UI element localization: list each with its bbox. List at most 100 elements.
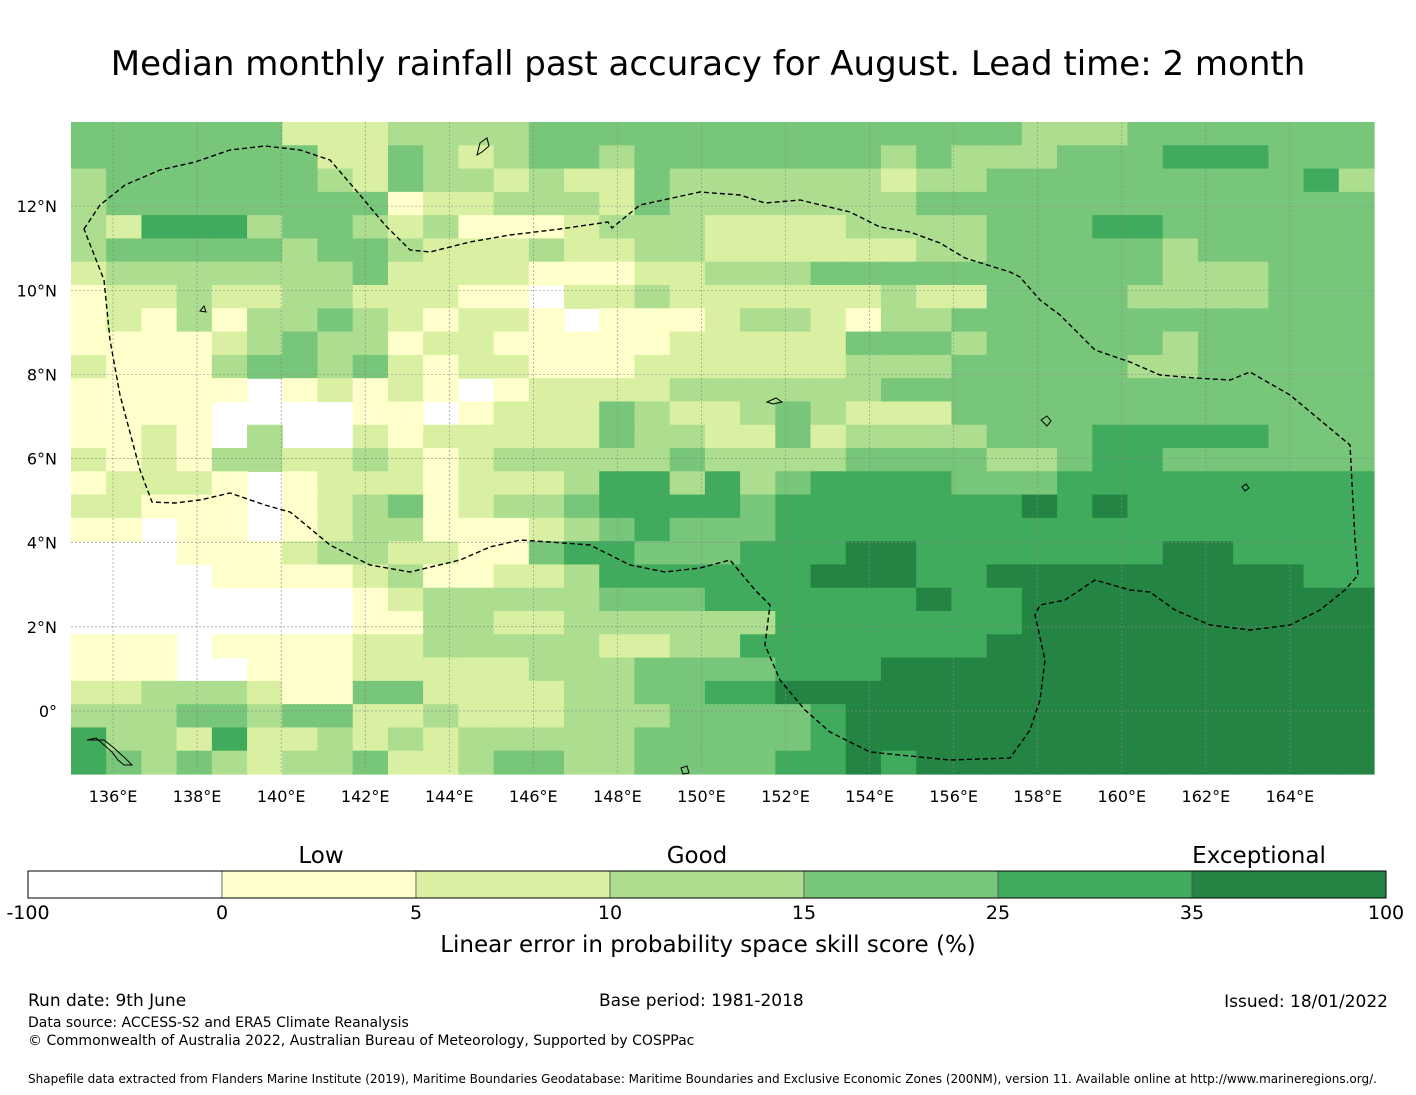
skill-cell — [176, 285, 213, 309]
skill-cell — [916, 401, 953, 426]
skill-cell — [528, 750, 565, 775]
skill-cell — [282, 727, 319, 752]
skill-cell — [845, 191, 882, 216]
skill-cell — [71, 657, 107, 682]
skill-cell — [1303, 657, 1340, 682]
longitude-tick-label: 142°E — [341, 787, 390, 806]
latitude-tick-labels: 12°N 10°N 8°N 6°N 4°N 2°N 0° — [17, 197, 57, 721]
skill-cell — [1197, 145, 1234, 170]
skill-cell — [1268, 680, 1305, 705]
skill-cell — [211, 378, 248, 403]
skill-cell — [528, 378, 565, 403]
skill-cell — [1233, 215, 1269, 240]
skill-cell — [704, 448, 741, 472]
skill-cell — [458, 727, 495, 752]
skill-cell — [493, 191, 530, 216]
skill-cell — [916, 261, 953, 286]
skill-cell — [704, 541, 741, 566]
skill-cell — [211, 122, 248, 146]
skill-cell — [528, 448, 565, 472]
skill-cell — [986, 517, 1023, 542]
skill-cell — [669, 191, 706, 216]
skill-cell — [528, 680, 565, 705]
skill-cell — [1127, 611, 1164, 635]
skill-cell — [493, 494, 530, 519]
skill-cell — [986, 331, 1023, 356]
skill-cell — [810, 191, 847, 216]
skill-cell — [493, 587, 530, 612]
skill-cell — [880, 238, 917, 263]
skill-cell — [810, 122, 847, 146]
skill-cell — [740, 215, 776, 240]
skill-cell — [1338, 517, 1375, 542]
skill-cell — [951, 587, 988, 612]
skill-cell — [352, 704, 389, 729]
skill-cell — [352, 424, 389, 449]
skill-cell — [1338, 541, 1375, 566]
skill-cell — [704, 145, 741, 170]
skill-cell — [141, 285, 178, 309]
skill-cell — [1057, 448, 1093, 472]
skill-cell — [704, 471, 741, 496]
skill-cell — [71, 471, 107, 496]
skill-cell — [775, 680, 812, 705]
skill-cell — [1233, 471, 1269, 496]
skill-cell — [916, 238, 953, 263]
skill-cell — [1233, 587, 1269, 612]
skill-cell — [880, 564, 917, 589]
skill-cell — [564, 471, 600, 496]
skill-cell — [247, 145, 283, 170]
island-small-3 — [765, 397, 784, 405]
skill-cell — [211, 750, 248, 775]
skill-cell — [1127, 261, 1164, 286]
skill-cell — [282, 168, 319, 193]
skill-cell — [916, 657, 953, 682]
skill-cell — [669, 471, 706, 496]
skill-cell — [1162, 215, 1199, 240]
skill-cell — [810, 261, 847, 286]
skill-cell — [211, 494, 248, 519]
skill-cell — [1303, 424, 1340, 449]
skill-cell — [1127, 401, 1164, 426]
skill-cell — [176, 145, 213, 170]
skill-cell — [423, 587, 459, 612]
skill-cell — [1092, 517, 1129, 542]
skill-cell — [141, 494, 178, 519]
skill-cell — [704, 634, 741, 659]
skill-cell — [176, 541, 213, 566]
skill-cell — [1233, 750, 1269, 775]
skill-cell — [458, 261, 495, 286]
skill-cell — [1338, 215, 1375, 240]
skill-cell — [740, 587, 776, 612]
skill-cell — [282, 680, 319, 705]
skill-cell — [1127, 215, 1164, 240]
skill-cell — [599, 261, 636, 286]
skill-cell — [71, 238, 107, 263]
skill-cell — [951, 750, 988, 775]
skill-cell — [106, 448, 143, 472]
skill-cell — [1162, 680, 1199, 705]
skill-cell — [282, 354, 319, 379]
skill-cell — [71, 145, 107, 170]
skill-cell — [352, 215, 389, 240]
skill-cell — [916, 308, 953, 333]
skill-cell — [634, 611, 671, 635]
skill-cell — [951, 331, 988, 356]
skill-cell — [1021, 704, 1058, 729]
skill-cell — [845, 424, 882, 449]
skill-cell — [1268, 215, 1305, 240]
skill-cell — [880, 168, 917, 193]
skill-cell — [1127, 122, 1164, 146]
skill-cell — [740, 680, 776, 705]
colorbar-heading-low: Low — [298, 843, 344, 869]
skill-cell — [986, 680, 1023, 705]
skill-cell — [775, 541, 812, 566]
skill-cell — [775, 261, 812, 286]
skill-grid-cells — [71, 122, 1375, 775]
skill-cell — [1268, 727, 1305, 752]
skill-cell — [669, 145, 706, 170]
skill-cell — [564, 587, 600, 612]
skill-cell — [1197, 378, 1234, 403]
skill-cell — [493, 750, 530, 775]
skill-cell — [704, 657, 741, 682]
